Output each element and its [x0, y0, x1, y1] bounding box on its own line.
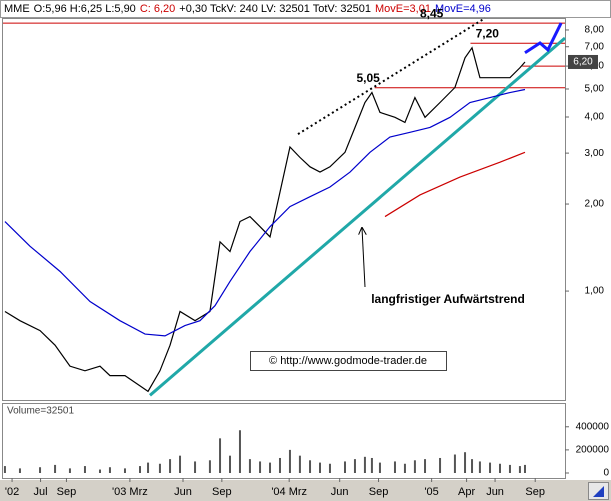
- volume-bar: [288, 449, 291, 473]
- volume-tick-label: 400000: [576, 421, 610, 432]
- volume-bar: [523, 464, 526, 473]
- y-tick-label: 3,00: [585, 148, 605, 159]
- volume-bar: [39, 467, 42, 473]
- x-tick-label: Sep: [212, 486, 232, 498]
- volume-bar: [464, 452, 467, 473]
- volume-bar: [508, 464, 511, 473]
- volume-bar: [248, 459, 251, 473]
- credit-box: [250, 351, 447, 371]
- volume-bar: [269, 462, 272, 473]
- y-tick-label: 8,00: [585, 25, 605, 36]
- trend-line: [524, 22, 563, 55]
- volume-bar: [54, 464, 57, 473]
- volume-bar: [328, 463, 331, 473]
- x-tick-label: '03 Mrz: [112, 486, 148, 498]
- x-tick-label: Sep: [525, 486, 545, 498]
- price-line: [4, 88, 526, 337]
- volume-bar: [238, 430, 241, 473]
- x-tick-label: '05: [424, 486, 438, 498]
- volume-bar: [147, 462, 150, 473]
- volume-bar: [158, 463, 161, 473]
- volume-bar: [353, 459, 356, 473]
- volume-bar: [298, 455, 301, 473]
- volume-tick-label: 200000: [576, 445, 610, 456]
- header-item: O:5,96 H:6,25 L:5,90: [34, 3, 136, 15]
- level-label: 7,20: [476, 26, 500, 40]
- volume-bar: [489, 462, 492, 473]
- price-line: [4, 46, 526, 393]
- volume-bar: [3, 466, 6, 473]
- volume-bar: [453, 454, 456, 473]
- volume-bar: [343, 461, 346, 473]
- volume-bar: [439, 457, 442, 473]
- header-item: C: 6,20: [140, 3, 175, 15]
- volume-bar: [393, 461, 396, 473]
- annotation-arrow: [362, 228, 365, 288]
- y-tick-label: 4,00: [585, 112, 605, 123]
- volume-frame: [2, 403, 566, 479]
- x-tick-label: Jun: [331, 486, 349, 498]
- volume-bar: [219, 438, 222, 473]
- volume-bar: [18, 468, 21, 473]
- volume-bar: [471, 459, 474, 473]
- x-tick-label: '04 Mrz: [271, 486, 307, 498]
- trend-line: [297, 17, 486, 135]
- level-label: 8,45: [420, 6, 444, 20]
- header-item: +0,30 TckV: 240 LV: 32501 TotV: 32501: [179, 3, 371, 15]
- volume-bar: [370, 457, 373, 473]
- header-item: MME: [4, 3, 30, 15]
- volume-bar: [403, 463, 406, 473]
- y-tick-label: 1,00: [585, 286, 605, 297]
- x-tick-label: Apr: [458, 486, 475, 498]
- x-tick-label: '02: [5, 486, 19, 498]
- volume-bar: [194, 461, 197, 473]
- volume-bar: [83, 466, 86, 473]
- x-tick-label: Jun: [486, 486, 504, 498]
- price-line: [384, 151, 526, 218]
- volume-bar: [309, 460, 312, 473]
- x-tick-label: Jun: [174, 486, 192, 498]
- trend-line: [148, 36, 566, 397]
- y-tick-label: 5,00: [585, 84, 605, 95]
- plot-frame: [2, 18, 566, 401]
- annotation: langfristiger Aufwärtstrend: [371, 292, 525, 306]
- volume-bar: [98, 469, 101, 473]
- credit: © http://www.godmode-trader.de: [269, 355, 427, 367]
- header-item: MovE=3,01: [375, 3, 431, 15]
- toolbar-icon: [593, 486, 604, 497]
- volume-bar: [68, 468, 71, 473]
- volume-bar: [169, 459, 172, 473]
- level-label: 5,05: [356, 71, 380, 85]
- last-price-label: 6,20: [573, 57, 593, 68]
- volume-bar: [478, 461, 481, 473]
- volume-bar: [259, 461, 262, 473]
- volume-bar: [123, 468, 126, 473]
- x-tick-label: Sep: [57, 486, 77, 498]
- toolbar: [0, 480, 611, 501]
- volume-title: Volume=32501: [7, 406, 74, 417]
- volume-bar: [498, 463, 501, 473]
- volume-bar: [179, 455, 182, 473]
- header-item: MovE=4,96: [435, 3, 491, 15]
- volume-bar: [363, 456, 366, 473]
- volume-bar: [139, 466, 142, 473]
- y-tick-label: 2,00: [585, 199, 605, 210]
- x-tick-label: Jul: [34, 486, 48, 498]
- volume-bar: [318, 462, 321, 473]
- volume-bar: [413, 460, 416, 473]
- x-tick-label: Sep: [369, 486, 389, 498]
- volume-bar: [278, 457, 281, 473]
- volume-tick-label: 0: [603, 468, 609, 479]
- volume-bar: [229, 455, 232, 473]
- header: MME O:5,96 H:6,25 L:5,90 C: 6,20 +0,30 TckV…: [4, 3, 491, 15]
- volume-bar: [108, 467, 111, 473]
- volume-bar: [378, 462, 381, 473]
- volume-bar: [208, 460, 211, 473]
- y-tick-label: 7,00: [585, 41, 605, 52]
- last-price-box: [568, 54, 598, 69]
- volume-bar: [424, 459, 427, 473]
- volume-bar: [518, 466, 521, 473]
